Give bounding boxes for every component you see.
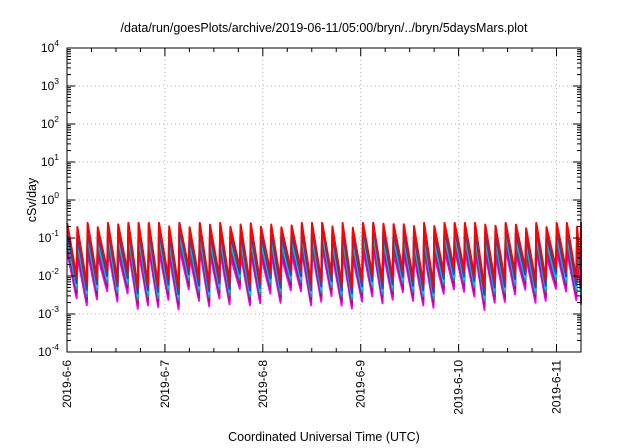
y-tick-label: 10-4 <box>38 342 59 359</box>
x-tick-label: 2019-6-7 <box>158 360 172 408</box>
y-tick-label: 103 <box>41 76 59 93</box>
series-line <box>66 221 582 290</box>
y-tick-label: 10-2 <box>38 266 59 283</box>
y-tick-label: 104 <box>41 38 59 55</box>
chart-title: /data/run/goesPlots/archive/2019-06-11/0… <box>121 21 528 35</box>
y-axis-ticks: 10-4 10-3 10-2 10-1 100 101 102 103 104 <box>38 38 581 359</box>
grid <box>67 48 581 352</box>
y-tick-label: 102 <box>41 114 59 131</box>
x-tick-label: 2019-6-9 <box>354 360 368 408</box>
y-tick-label: 10-1 <box>38 228 59 245</box>
x-tick-label: 2019-6-8 <box>256 360 270 408</box>
y-tick-label: 10-3 <box>38 304 59 321</box>
y-tick-label: 101 <box>41 152 59 169</box>
y-axis-label: cSv/day <box>25 177 39 222</box>
x-tick-label: 2019-6-10 <box>452 360 466 415</box>
x-axis-ticks: 2019-6-6 2019-6-7 2019-6-8 2019-6-9 2019-6-1… <box>60 48 582 415</box>
x-axis-label: Coordinated Universal Time (UTC) <box>228 430 420 444</box>
series-group <box>66 221 582 311</box>
x-tick-label: 2019-6-6 <box>60 360 74 408</box>
x-tick-label: 2019-6-11 <box>550 360 564 414</box>
y-tick-label: 100 <box>41 190 59 207</box>
